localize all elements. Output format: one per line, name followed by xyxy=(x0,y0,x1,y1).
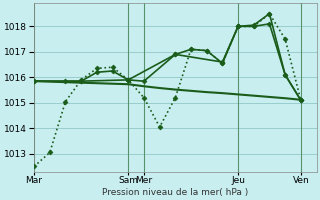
X-axis label: Pression niveau de la mer( hPa ): Pression niveau de la mer( hPa ) xyxy=(102,188,248,197)
